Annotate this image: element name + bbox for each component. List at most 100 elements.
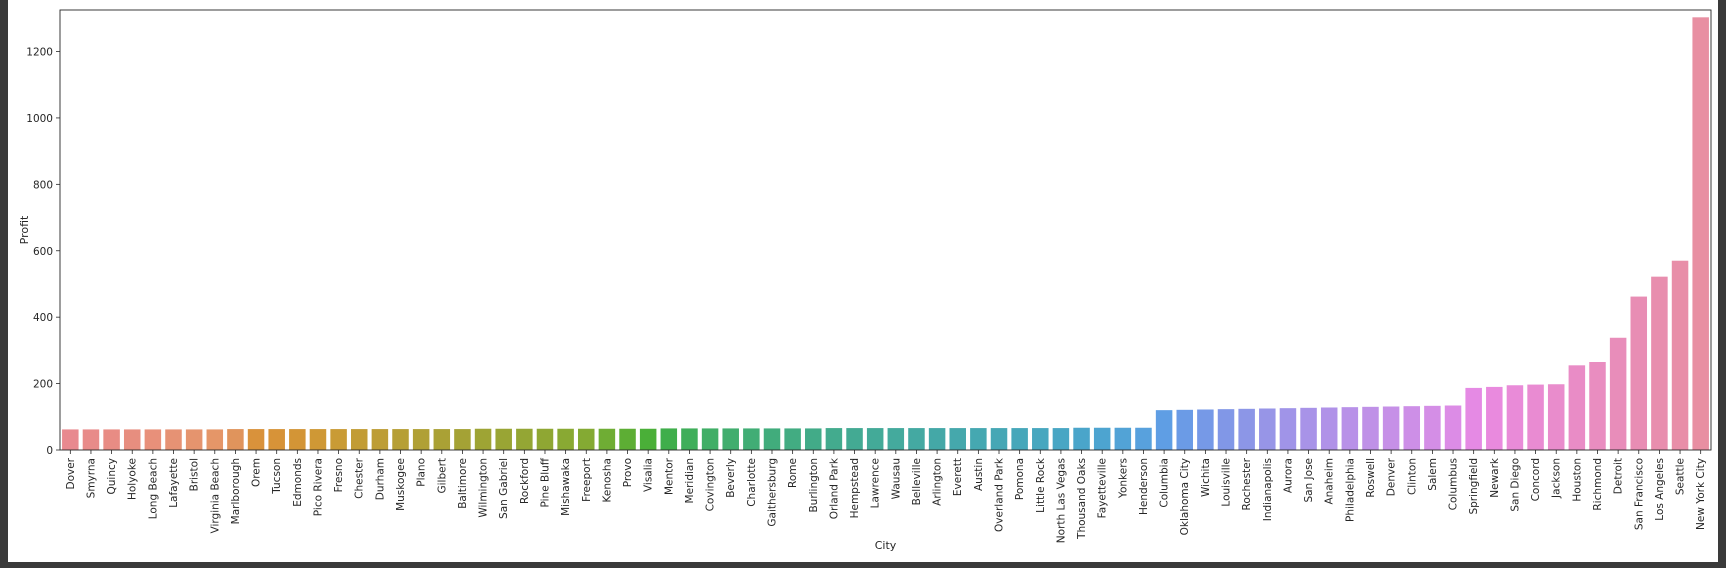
bar <box>1609 337 1627 450</box>
bar <box>825 428 843 450</box>
bar <box>1135 427 1152 450</box>
x-tick-label: Lafayette <box>168 458 180 508</box>
x-tick-label: Jackson <box>1551 458 1563 499</box>
x-tick-label: Plano <box>416 458 428 487</box>
bar <box>887 428 905 450</box>
bar <box>371 429 389 450</box>
bar <box>1052 428 1070 450</box>
x-tick-label: Indianapolis <box>1262 458 1274 521</box>
y-axis-ticks: 0 200 400 600 800 1000 1200 <box>26 47 60 457</box>
x-tick-label: Fresno <box>333 458 345 492</box>
x-tick-label: Detroit <box>1613 458 1625 494</box>
bar <box>1093 427 1111 450</box>
x-tick-label: Dover <box>65 457 77 489</box>
bar <box>970 428 987 450</box>
x-tick-label: Marlborough <box>230 458 242 524</box>
x-tick-label: Seattle <box>1675 458 1687 495</box>
x-tick-label: Holyoke <box>127 458 139 500</box>
x-tick-label: Kenosha <box>601 458 613 502</box>
bar <box>1692 17 1709 451</box>
x-tick-label: Tucson <box>271 458 283 495</box>
x-tick-label: Visalia <box>643 458 655 492</box>
x-tick-label: Pomona <box>1014 458 1026 500</box>
x-tick-label: Durham <box>374 458 386 500</box>
x-tick-label: Long Beach <box>147 458 159 519</box>
x-tick-label: Anaheim <box>1324 458 1336 505</box>
x-tick-label: Rockford <box>519 458 531 504</box>
y-tick-label: 1200 <box>26 47 53 59</box>
x-tick-label: Wilmington <box>478 458 490 518</box>
bar <box>1630 296 1648 450</box>
bar <box>185 429 203 450</box>
x-tick-label: Columbus <box>1448 458 1460 510</box>
bar <box>578 428 595 450</box>
x-tick-label: Hempstead <box>849 458 861 518</box>
bar <box>701 428 719 450</box>
bar <box>1568 365 1586 450</box>
bar <box>165 429 182 450</box>
bar <box>1011 428 1028 450</box>
x-tick-label: Edmonds <box>292 458 304 507</box>
x-tick-label: Richmond <box>1592 458 1604 511</box>
bar <box>474 428 492 450</box>
x-tick-label: Overland Park <box>994 457 1006 532</box>
bar <box>206 429 224 450</box>
x-tick-label: North Las Vegas <box>1055 458 1067 543</box>
x-tick-label: San Jose <box>1303 458 1315 503</box>
x-tick-label: Concord <box>1530 458 1542 501</box>
x-tick-label: Beverly <box>725 458 737 498</box>
x-tick-label: Gilbert <box>436 458 448 494</box>
y-tick-label: 0 <box>46 445 53 457</box>
bar <box>412 429 430 450</box>
bar <box>866 428 884 450</box>
x-tick-label: Yonkers <box>1117 458 1129 499</box>
y-tick-label: 800 <box>33 179 53 191</box>
x-tick-label: Freeport <box>581 458 593 502</box>
bar <box>1197 409 1214 450</box>
bar <box>722 428 739 450</box>
y-tick-label: 600 <box>33 246 53 258</box>
bar <box>681 428 698 450</box>
bar <box>247 429 265 450</box>
x-tick-label: Baltimore <box>457 458 469 509</box>
bar <box>1651 276 1668 450</box>
x-tick-label: Thousand Oaks <box>1076 458 1088 540</box>
bar <box>1486 386 1503 450</box>
x-tick-label: Los Angeles <box>1654 458 1666 521</box>
x-tick-label: Meridian <box>684 458 696 503</box>
x-tick-label: San Gabriel <box>498 458 510 519</box>
bar <box>660 428 678 450</box>
x-tick-label: New York City <box>1695 458 1707 530</box>
x-tick-label: Lawrence <box>870 458 882 508</box>
bar <box>990 428 1008 450</box>
bar <box>536 428 554 450</box>
y-tick-label: 400 <box>33 312 53 324</box>
x-tick-label: Orland Park <box>828 457 840 519</box>
x-tick-label: Virginia Beach <box>209 458 221 533</box>
bar <box>598 428 616 450</box>
bar <box>908 428 925 450</box>
x-tick-label: Arlington <box>932 458 944 506</box>
x-tick-label: Gaithersburg <box>766 458 778 527</box>
bar <box>1259 408 1276 450</box>
x-tick-label: Bristol <box>189 458 201 491</box>
bar <box>309 429 327 450</box>
bar <box>144 429 162 450</box>
bar <box>1444 405 1462 450</box>
y-tick-label: 200 <box>33 379 53 391</box>
x-tick-label: Pine Bluff <box>539 457 551 507</box>
chart-figure: 0 200 400 600 800 1000 1200 Dover Smyrna Quincy H… <box>8 0 1718 562</box>
x-axis-ticks: Dover Smyrna Quincy Holyoke Long Beach Lafaye… <box>65 450 1707 543</box>
x-tick-label: Pico Rivera <box>312 458 324 516</box>
bar <box>350 429 368 450</box>
bar <box>1362 406 1379 450</box>
x-tick-label: Belleville <box>911 458 923 505</box>
x-tick-label: Little Rock <box>1035 457 1047 513</box>
bar <box>1424 405 1441 450</box>
x-tick-label: Orem <box>251 458 263 487</box>
bar <box>784 428 801 450</box>
bar <box>1279 408 1297 450</box>
bar <box>1032 428 1049 450</box>
bar <box>289 429 306 450</box>
x-tick-label: Provo <box>622 458 634 487</box>
